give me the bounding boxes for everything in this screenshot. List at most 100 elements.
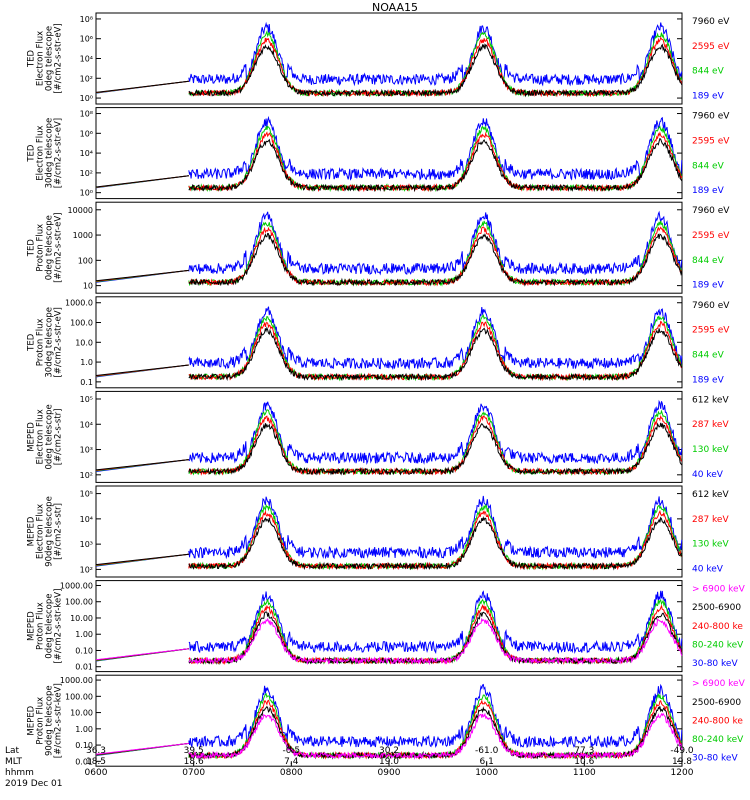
legend-entry: 189 eV bbox=[692, 92, 725, 102]
y-tick-label: 1000.00 bbox=[60, 581, 93, 590]
panel-frame bbox=[95, 107, 683, 200]
y-axis-label: TEDProton Flux30deg telescope[#/cm2-s-st… bbox=[27, 307, 64, 378]
legend-entry: 287 keV bbox=[692, 515, 729, 525]
flux-series-30-80-kev bbox=[95, 590, 683, 662]
x-tick-time: 1200 bbox=[671, 768, 694, 778]
legend-entry: 30-80 keV bbox=[692, 659, 738, 669]
legend-entry: 2500-6900 bbox=[692, 603, 741, 613]
x-tick-lat: 77.3 bbox=[574, 746, 594, 756]
panel-3: 10 100 1000 10000 TEDProton Flux0deg telesco… bbox=[27, 201, 730, 294]
y-axis-label: TEDProton Flux0deg telescope[#/cm2-s-str… bbox=[27, 213, 64, 283]
flux-series-240-800-ke bbox=[95, 603, 683, 666]
y-tick-label: 10⁵ bbox=[80, 395, 93, 404]
y-tick-label: 10000 bbox=[68, 206, 93, 215]
panel-5: 10² 10³ 10⁴ 10⁵ MEPEDElectron Flux0deg teles… bbox=[27, 390, 729, 483]
legend-entry: 2595 eV bbox=[692, 326, 730, 336]
flux-series-844-ev bbox=[95, 30, 683, 98]
flux-series-30-80-kev bbox=[95, 683, 683, 757]
x-tick-time: 1000 bbox=[475, 768, 498, 778]
y-axis-label: MEPEDElectron Flux0deg telescope[#/cm2-s… bbox=[27, 404, 64, 469]
legend-entry: 2595 eV bbox=[692, 231, 730, 241]
legend-entry: 40 keV bbox=[692, 470, 724, 480]
y-tick-label: 100 bbox=[78, 256, 93, 265]
legend-entry: > 6900 keV bbox=[692, 585, 746, 595]
x-tick-mlt: 19.0 bbox=[379, 757, 399, 767]
legend-entry: 189 eV bbox=[692, 375, 725, 385]
flux-series-189-ev bbox=[95, 21, 683, 94]
flux-series--6900-kev bbox=[95, 712, 683, 760]
flux-series-287-kev bbox=[95, 509, 683, 571]
y-tick-label: 100.00 bbox=[65, 598, 93, 607]
x-tick-mlt: 6.1 bbox=[480, 757, 494, 767]
y-tick-label: 1000.00 bbox=[60, 676, 93, 685]
y-tick-label: 10⁰ bbox=[80, 94, 93, 103]
y-tick-label: 10² bbox=[80, 565, 93, 574]
x-tick-lat: 36.3 bbox=[86, 746, 106, 756]
y-tick-label: 10⁴ bbox=[80, 55, 93, 64]
flux-series-844-ev bbox=[95, 124, 683, 193]
panel-stack: 10⁰ 10² 10⁴ 10⁶ 10⁸ TEDElectron Flux0deg tele… bbox=[27, 12, 746, 767]
x-date-label: 2019 Dec 01 bbox=[5, 779, 63, 789]
legend-entry: 7960 eV bbox=[692, 17, 730, 27]
legend-entry: 80-240 keV bbox=[692, 735, 744, 745]
y-tick-label: 1000 bbox=[73, 231, 93, 240]
flux-series--6900-kev bbox=[95, 617, 683, 666]
flux-series-2500-6900 bbox=[95, 611, 682, 665]
x-tick-mlt: 18.5 bbox=[86, 757, 106, 767]
y-tick-label: 10⁴ bbox=[80, 515, 93, 524]
y-tick-label: 0.01 bbox=[75, 663, 93, 672]
y-tick-label: 10⁴ bbox=[80, 420, 93, 429]
flux-series-130-kev bbox=[95, 503, 683, 571]
y-tick-label: 10 bbox=[83, 282, 93, 291]
x-tick-mlt: 18.6 bbox=[184, 757, 204, 767]
flux-series-2595-ev bbox=[95, 131, 683, 193]
y-tick-label: 10⁵ bbox=[80, 490, 93, 499]
x-row-label-lat: Lat bbox=[5, 746, 20, 756]
y-tick-label: 1.00 bbox=[75, 630, 93, 639]
flux-series-189-ev bbox=[95, 306, 683, 378]
flux-series-2595-ev bbox=[95, 320, 683, 382]
y-tick-label: 1.0 bbox=[80, 358, 93, 367]
y-tick-label: 10² bbox=[80, 169, 93, 178]
flux-series-40-kev bbox=[95, 399, 683, 472]
legend-entry: 7960 eV bbox=[692, 301, 730, 311]
legend-entry: 612 keV bbox=[692, 490, 729, 500]
y-tick-label: 10⁴ bbox=[80, 149, 93, 158]
x-tick-time: 0600 bbox=[85, 768, 108, 778]
y-tick-label: 10⁸ bbox=[80, 15, 93, 24]
y-tick-label: 1000.0 bbox=[65, 299, 93, 308]
flux-series-2595-ev bbox=[95, 36, 683, 98]
panel-6: 10² 10³ 10⁴ 10⁵ MEPEDElectron Flux90deg tele… bbox=[27, 485, 729, 578]
x-tick-mlt: 7.4 bbox=[284, 757, 299, 767]
y-tick-label: 0.1 bbox=[80, 378, 93, 387]
panel-8: 0.01 0.10 1.00 10.00 100.00 1000.00MEPEDProto… bbox=[27, 674, 746, 767]
x-tick-mlt: 10.6 bbox=[574, 757, 594, 767]
panel-frame bbox=[95, 580, 683, 673]
panel-frame bbox=[95, 201, 683, 294]
legend-entry: 189 eV bbox=[692, 281, 725, 291]
flux-series-612-kev bbox=[95, 422, 683, 476]
chart-title: NOAA15 bbox=[372, 1, 418, 14]
flux-series-7960-ev bbox=[95, 137, 683, 193]
x-row-label-mlt: MLT bbox=[5, 757, 23, 767]
flux-series-130-kev bbox=[95, 409, 683, 476]
legend-entry: 2595 eV bbox=[692, 136, 730, 146]
panel-frame bbox=[95, 485, 683, 578]
y-tick-label: 10.00 bbox=[70, 709, 93, 718]
x-tick-time: 0800 bbox=[280, 768, 303, 778]
flux-series-844-ev bbox=[95, 314, 683, 382]
x-tick-mlt: 19.8 bbox=[672, 757, 692, 767]
y-axis-label: TEDElectron Flux30deg telescope[#/cm2-s-… bbox=[27, 118, 64, 189]
legend-entry: 130 keV bbox=[692, 540, 729, 550]
legend-entry: 7960 eV bbox=[692, 206, 730, 216]
x-tick-time: 1100 bbox=[573, 768, 596, 778]
y-tick-label: 1.00 bbox=[75, 725, 93, 734]
legend-entry: 844 eV bbox=[692, 256, 725, 266]
legend-entry: 240-800 ke bbox=[692, 622, 743, 632]
legend-entry: 40 keV bbox=[692, 565, 724, 575]
x-tick-lat: 30.2 bbox=[379, 746, 399, 756]
x-tick-time: 0900 bbox=[378, 768, 401, 778]
y-tick-label: 100.0 bbox=[70, 319, 93, 328]
